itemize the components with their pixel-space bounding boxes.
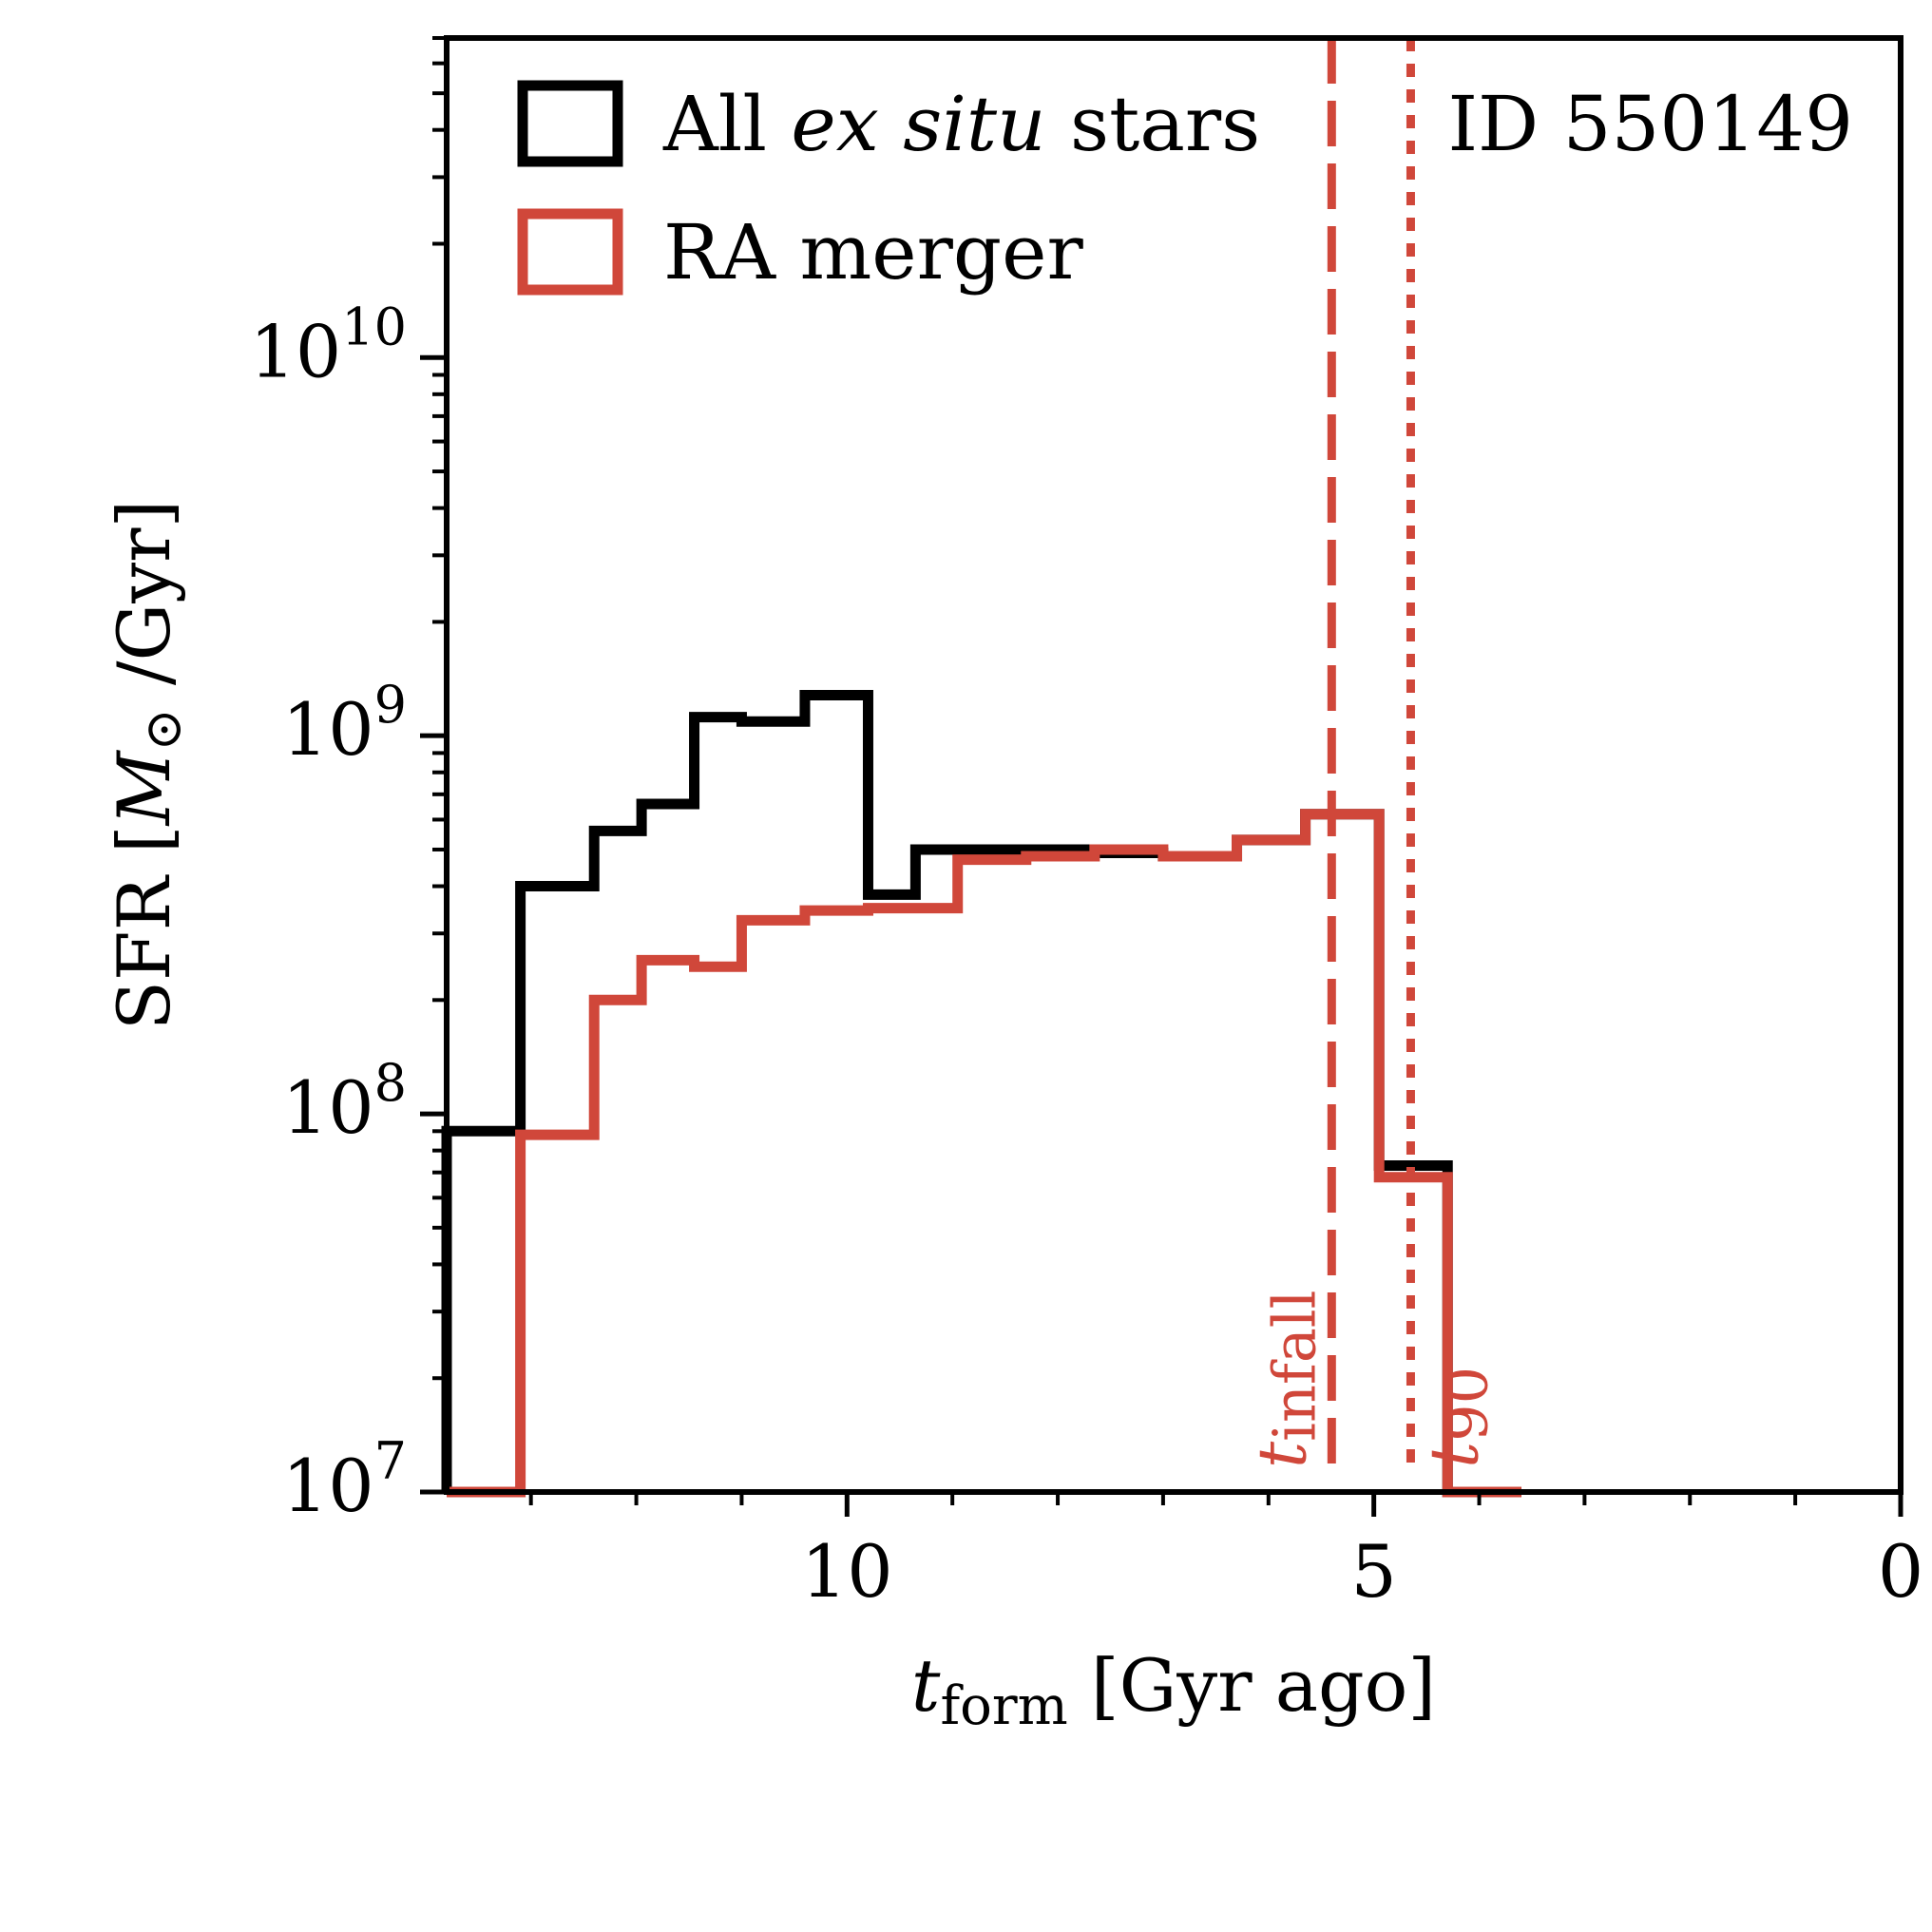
x-tick-label: 10 — [801, 1529, 893, 1614]
x-axis-title: tform [Gyr ago] — [911, 1643, 1436, 1737]
x-tick-label: 5 — [1350, 1529, 1396, 1614]
y-axis-title: SFR [M⊙ /Gyr] — [102, 500, 193, 1030]
legend-swatch-0 — [517, 80, 623, 167]
plot-frame — [444, 35, 1903, 1495]
y-tick-label: 109 — [282, 675, 407, 772]
vline-label-infall: tinfall — [1243, 1291, 1329, 1468]
legend-swatch-1 — [517, 208, 623, 296]
y-tick-label: 1010 — [250, 296, 407, 393]
series-layer — [441, 690, 1521, 1498]
legend-label-0: All ex situ stars — [662, 80, 1260, 168]
vline-label-90: t90 — [1415, 1367, 1501, 1468]
x-axis: 10 5 0 — [528, 1492, 1923, 1614]
y-axis: 107 108 109 1010 — [250, 36, 447, 1528]
legend: All ex situ stars RA merger — [517, 80, 1260, 296]
y-tick-label: 108 — [282, 1053, 407, 1150]
reference-lines: tinfall t90 — [1243, 38, 1501, 1468]
galaxy-id-label: ID 550149 — [1447, 80, 1853, 168]
series-1-step-line — [447, 809, 1521, 1498]
legend-label-1: RA merger — [663, 208, 1083, 296]
y-tick-label: 107 — [282, 1431, 407, 1528]
x-tick-label: 0 — [1878, 1529, 1923, 1614]
